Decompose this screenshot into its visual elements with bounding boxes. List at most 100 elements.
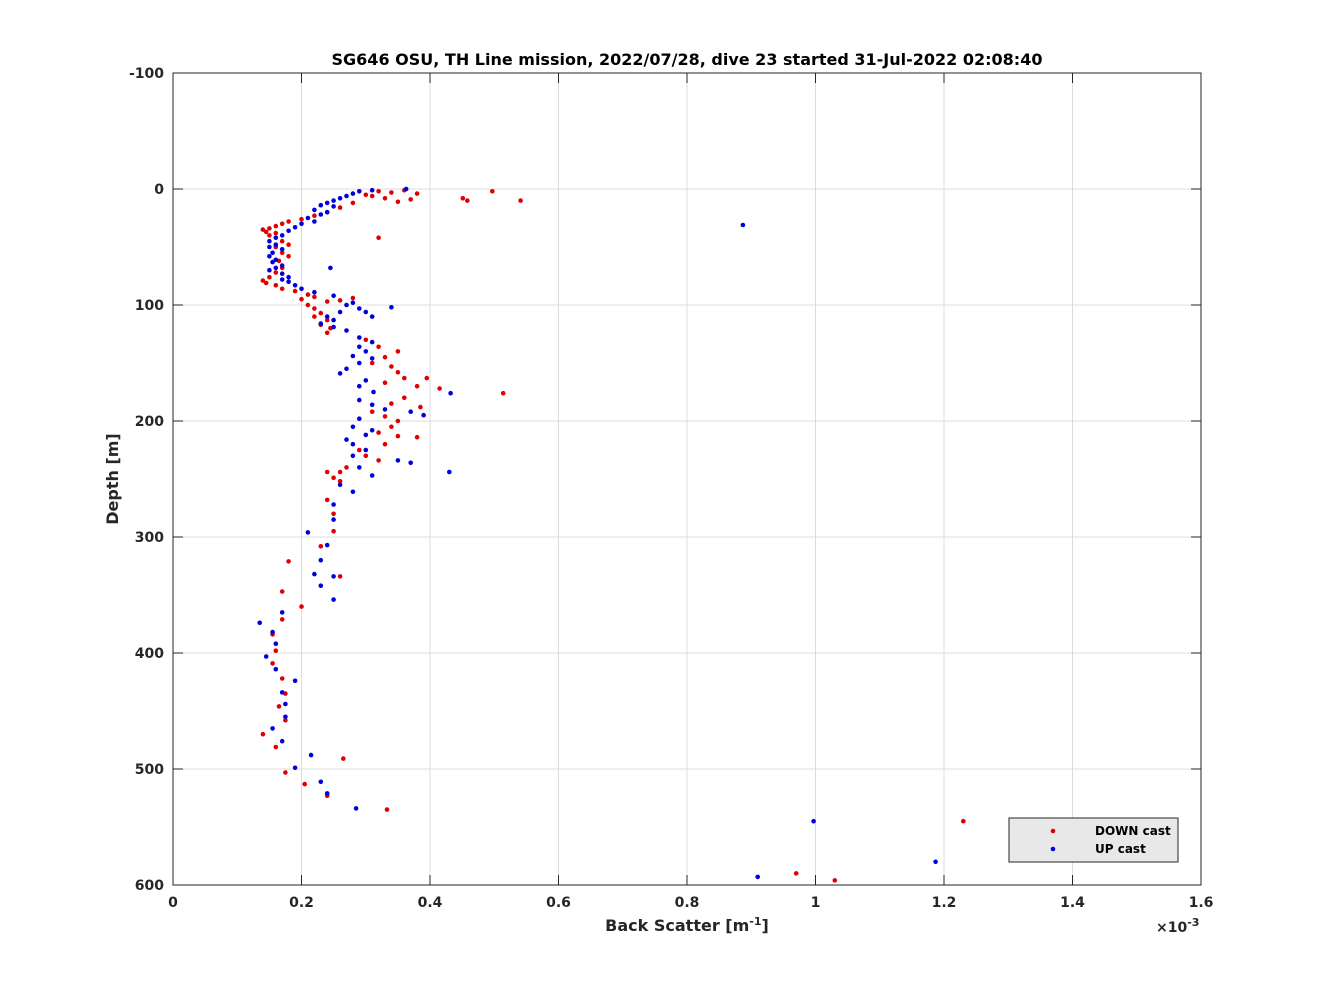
up-cast-point bbox=[308, 752, 314, 758]
down-cast-point bbox=[341, 756, 346, 761]
down-cast-point bbox=[337, 469, 343, 475]
down-cast-point bbox=[395, 199, 401, 205]
chart-title: SG646 OSU, TH Line mission, 2022/07/28, … bbox=[332, 50, 1043, 69]
up-cast-point bbox=[353, 806, 359, 811]
down-cast-point bbox=[318, 544, 324, 549]
down-cast-point bbox=[286, 242, 291, 247]
x-tick-label: 1 bbox=[811, 895, 821, 911]
down-cast-point bbox=[395, 433, 401, 439]
up-cast-point bbox=[279, 233, 285, 238]
up-cast-point bbox=[279, 738, 285, 744]
up-cast-point bbox=[395, 458, 401, 463]
up-cast-point bbox=[331, 574, 336, 579]
up-cast-point bbox=[371, 389, 376, 395]
down-cast-point bbox=[518, 198, 523, 203]
down-cast-point bbox=[324, 299, 330, 304]
x-tick-label: 0.2 bbox=[289, 895, 314, 911]
x-tick-label: 0.4 bbox=[418, 895, 443, 911]
x-tick-label: 0.6 bbox=[546, 895, 571, 911]
down-cast-point bbox=[369, 409, 375, 415]
y-tick-label: -100 bbox=[129, 66, 164, 82]
up-cast-point bbox=[363, 378, 369, 383]
down-cast-point bbox=[414, 191, 420, 196]
down-cast-point bbox=[389, 424, 394, 430]
up-cast-point bbox=[389, 305, 394, 310]
up-cast-point bbox=[344, 193, 349, 199]
up-cast-point bbox=[299, 286, 304, 292]
down-cast-point bbox=[382, 196, 388, 201]
up-cast-point bbox=[357, 360, 362, 366]
up-cast-point bbox=[382, 407, 388, 412]
down-cast-point bbox=[424, 375, 430, 381]
up-cast-point bbox=[363, 309, 369, 315]
down-cast-point bbox=[344, 465, 349, 470]
plot-frame bbox=[172, 72, 1202, 886]
down-cast-point bbox=[276, 704, 282, 709]
up-cast-point bbox=[263, 654, 269, 659]
up-cast-point bbox=[331, 204, 336, 209]
down-cast-point bbox=[357, 447, 362, 453]
down-cast-point bbox=[363, 337, 369, 343]
up-cast-point bbox=[357, 383, 362, 389]
down-cast-point bbox=[369, 193, 375, 199]
up-cast-point bbox=[318, 202, 324, 208]
up-cast-point bbox=[331, 198, 336, 203]
down-cast-point bbox=[260, 731, 266, 737]
up-cast-point bbox=[357, 397, 362, 403]
down-cast-point bbox=[376, 430, 381, 435]
x-tick-label: 1.6 bbox=[1189, 895, 1214, 911]
down-cast-point bbox=[490, 189, 495, 194]
up-cast-point bbox=[305, 215, 311, 221]
down-cast-point bbox=[286, 219, 291, 224]
up-cast-point bbox=[408, 460, 414, 466]
x-axis-label-suffix: ] bbox=[762, 916, 769, 935]
up-cast-point bbox=[337, 371, 343, 376]
up-cast-point bbox=[357, 416, 362, 422]
data-points bbox=[257, 186, 1152, 883]
up-cast-point bbox=[318, 557, 324, 563]
up-cast-point bbox=[283, 714, 288, 720]
up-cast-point bbox=[331, 597, 336, 602]
up-cast-point bbox=[350, 441, 356, 447]
down-cast-point bbox=[324, 317, 330, 323]
down-cast-point bbox=[337, 479, 343, 484]
down-cast-point bbox=[286, 253, 291, 259]
x-axis-multiplier-exponent: -3 bbox=[1187, 916, 1199, 929]
up-cast-point bbox=[363, 432, 369, 438]
up-cast-point bbox=[357, 465, 362, 470]
down-cast-point bbox=[305, 292, 311, 297]
up-cast-point bbox=[363, 447, 369, 453]
down-cast-point bbox=[331, 528, 336, 534]
down-cast-point bbox=[273, 744, 279, 750]
up-cast-point bbox=[318, 583, 324, 588]
down-cast-point bbox=[273, 223, 279, 229]
x-axis-label-exponent: -1 bbox=[749, 915, 761, 928]
up-cast-point bbox=[279, 263, 285, 268]
down-cast-point bbox=[312, 306, 317, 311]
down-cast-point bbox=[292, 288, 298, 294]
up-cast-point bbox=[292, 678, 298, 684]
up-cast-point bbox=[286, 228, 291, 234]
up-cast-point bbox=[279, 277, 285, 282]
up-cast-point bbox=[279, 271, 285, 277]
up-cast-point bbox=[312, 571, 317, 577]
down-cast-point bbox=[273, 230, 279, 236]
x-axis-label-text: Back Scatter [m bbox=[605, 916, 749, 935]
down-cast-point bbox=[305, 302, 311, 308]
down-cast-point bbox=[302, 781, 308, 787]
x-tick-label: 0.8 bbox=[675, 895, 700, 911]
up-cast-point bbox=[299, 221, 304, 227]
up-cast-point bbox=[350, 489, 356, 495]
y-tick-label: 100 bbox=[135, 298, 164, 314]
down-cast-point bbox=[389, 190, 394, 195]
up-cast-point bbox=[933, 859, 938, 865]
up-cast-point bbox=[403, 186, 409, 192]
up-cast-point bbox=[267, 244, 272, 250]
down-cast-point bbox=[500, 390, 506, 396]
up-cast-point bbox=[279, 247, 285, 252]
up-cast-point bbox=[270, 629, 275, 635]
down-cast-point bbox=[312, 314, 317, 319]
down-cast-point bbox=[363, 453, 369, 459]
up-cast-point bbox=[331, 517, 336, 522]
down-cast-point bbox=[299, 296, 304, 302]
